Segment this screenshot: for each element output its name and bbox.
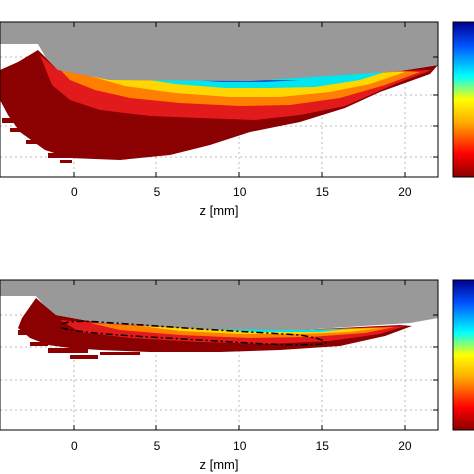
dashed-contour-2 — [61, 320, 327, 346]
x-tick-label: 0 — [71, 439, 78, 453]
x-tick-label: 15 — [316, 185, 330, 199]
x-ticks-2 — [73, 280, 438, 430]
contour-yellow-1 — [54, 60, 405, 97]
speckle-2 — [18, 330, 140, 359]
wall-2 — [0, 280, 438, 330]
x-tick-label: 20 — [398, 185, 412, 199]
contour-cyan-1 — [60, 62, 385, 88]
plot-area-1 — [0, 22, 438, 177]
x-tick-labels-1: 0 5 10 15 20 — [71, 185, 412, 199]
x-tick-label: 10 — [233, 439, 247, 453]
x-tick-label: 10 — [233, 185, 247, 199]
x-tick-label: 0 — [71, 185, 78, 199]
contour-blue-1 — [72, 64, 300, 82]
speckle-1 — [2, 106, 78, 163]
x-axis-label-1: z [mm] — [200, 203, 239, 218]
x-ticks-1 — [73, 22, 438, 177]
wall-1 — [0, 22, 438, 81]
x-tick-label: 20 — [398, 439, 412, 453]
panel-2: 0 5 10 15 20 z [mm] — [0, 279, 474, 472]
x-tick-label: 5 — [154, 439, 161, 453]
x-axis-label-2: z [mm] — [200, 457, 239, 472]
colorbar-1 — [452, 21, 474, 178]
axes-frame-1 — [0, 21, 439, 178]
x-tick-label: 15 — [316, 439, 330, 453]
panel-1: 0 5 10 15 20 z [mm] — [0, 21, 474, 218]
x-tick-labels-2: 0 5 10 15 20 — [71, 439, 412, 453]
contour-cyan-2 — [200, 329, 350, 332]
colorbar-2 — [452, 279, 474, 431]
x-tick-label: 5 — [154, 185, 161, 199]
axes-frame-2 — [0, 279, 439, 431]
plot-area-2 — [0, 280, 438, 430]
